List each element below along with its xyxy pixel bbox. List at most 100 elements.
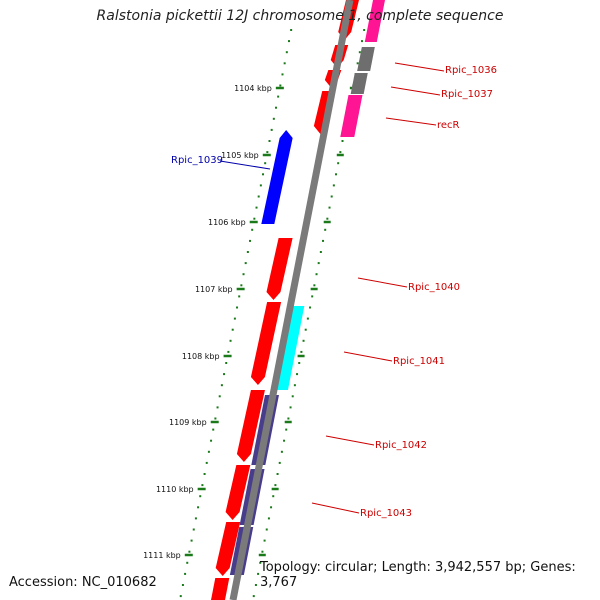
minor-tick	[274, 484, 277, 487]
minor-tick	[291, 395, 294, 398]
minor-tick	[266, 151, 269, 154]
minor-tick	[181, 584, 184, 586]
minor-tick	[287, 417, 290, 420]
minor-tick	[261, 550, 264, 553]
minor-tick	[285, 51, 288, 54]
minor-tick	[205, 461, 208, 464]
minor-tick	[296, 373, 299, 376]
minor-tick	[328, 206, 331, 209]
minor-tick	[246, 251, 249, 253]
leader-line	[311, 502, 360, 514]
gene-label: Rpic_1037	[441, 89, 493, 100]
gene-label: Rpic_1041	[393, 356, 445, 367]
minor-tick	[220, 384, 223, 387]
minor-tick	[280, 450, 283, 453]
minor-tick	[263, 539, 266, 542]
gene-block-red	[211, 578, 230, 600]
minor-tick	[225, 362, 228, 364]
page-title: Ralstonia pickettii 12J chromosome 1, co…	[96, 8, 504, 24]
gene-block-red	[225, 465, 251, 520]
minor-tick	[231, 328, 234, 331]
minor-tick	[229, 339, 232, 342]
minor-tick	[210, 439, 213, 442]
minor-tick	[227, 350, 230, 353]
minor-tick	[201, 484, 204, 487]
minor-tick	[300, 350, 303, 353]
gene-block-gray	[357, 47, 375, 71]
minor-tick	[190, 539, 193, 542]
minor-tick	[306, 317, 309, 320]
minor-tick	[242, 273, 245, 276]
minor-tick	[339, 151, 342, 154]
minor-tick	[324, 228, 327, 231]
leader-line	[394, 62, 445, 72]
leader-line	[385, 117, 437, 126]
minor-tick	[259, 561, 262, 564]
minor-tick	[186, 561, 189, 564]
tick-label: 1108 kbp	[182, 352, 220, 361]
minor-tick	[240, 284, 243, 287]
minor-tick	[358, 51, 361, 54]
gene-block-red	[236, 390, 265, 462]
minor-tick	[255, 206, 258, 209]
minor-tick	[264, 162, 267, 165]
minor-tick	[298, 362, 301, 364]
tick-label: 1111 kbp	[143, 551, 181, 560]
minor-tick	[270, 506, 273, 509]
minor-tick	[267, 517, 270, 520]
minor-tick	[257, 572, 260, 575]
minor-tick	[309, 306, 312, 309]
gene-block-red	[215, 522, 241, 576]
minor-tick	[283, 62, 286, 65]
gene-block-blue	[261, 130, 293, 224]
minor-tick	[253, 217, 256, 220]
minor-tick	[214, 417, 217, 420]
gene-block-lightgray	[350, 73, 368, 94]
minor-tick	[332, 184, 335, 187]
minor-tick	[279, 84, 282, 87]
tick-label: 1105 kbp	[221, 151, 259, 160]
minor-tick	[337, 162, 340, 165]
tick-label: 1107 kbp	[195, 285, 233, 294]
minor-tick	[223, 373, 226, 376]
minor-tick	[194, 517, 197, 520]
gene-label: Rpic_1042	[375, 440, 427, 451]
minor-tick	[184, 572, 187, 575]
minor-tick	[276, 473, 279, 475]
minor-tick	[270, 128, 273, 131]
minor-tick	[290, 29, 293, 31]
minor-tick	[274, 106, 277, 109]
minor-tick	[268, 140, 271, 142]
tick-label: 1104 kbp	[234, 84, 272, 93]
minor-tick	[283, 439, 286, 442]
minor-tick	[315, 273, 318, 276]
leader-line	[357, 277, 408, 288]
minor-tick	[293, 384, 296, 387]
minor-tick	[330, 195, 333, 198]
minor-tick	[238, 295, 241, 298]
gene-block-red	[250, 302, 282, 385]
minor-tick	[322, 239, 325, 242]
minor-tick	[259, 184, 262, 187]
minor-tick	[304, 328, 307, 331]
gene-label: Rpic_1043	[360, 508, 412, 519]
minor-tick	[289, 406, 292, 409]
leader-line	[390, 86, 441, 96]
minor-tick	[313, 284, 316, 287]
minor-tick	[203, 473, 206, 475]
minor-tick	[254, 584, 257, 586]
minor-tick	[272, 117, 275, 120]
minor-tick	[188, 550, 191, 553]
leader-line	[343, 351, 393, 362]
minor-tick	[233, 317, 236, 320]
accession-text: Accession: NC_010682	[9, 575, 157, 590]
minor-tick	[317, 262, 320, 265]
tick-label: 1106 kbp	[208, 218, 246, 227]
minor-tick	[335, 173, 338, 176]
minor-tick	[249, 239, 252, 242]
kbp-ticks: 1104 kbp 1105 kbp 1106 kbp 1107 kbp 1108 kbp…	[143, 29, 366, 598]
minor-tick	[277, 95, 280, 98]
gene-label: Rpic_1036	[445, 65, 497, 76]
minor-tick	[363, 29, 366, 31]
